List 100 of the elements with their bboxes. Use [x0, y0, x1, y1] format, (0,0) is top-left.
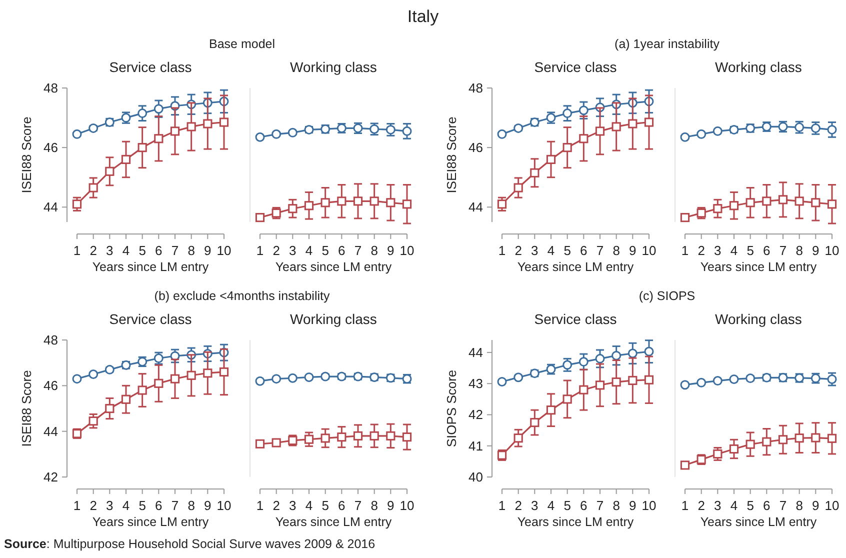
x-tick-label: 9	[204, 498, 212, 513]
point	[794, 434, 804, 443]
point	[304, 372, 314, 382]
x-tick-label: 1	[681, 498, 689, 513]
x-tick-label: 3	[289, 498, 296, 513]
point	[712, 376, 722, 386]
chart-subtitle: (c) SIOPS	[638, 289, 696, 303]
y-tick-label: 42	[44, 470, 58, 484]
point	[578, 106, 588, 116]
point	[105, 166, 114, 176]
x-tick-label: 10	[400, 498, 414, 513]
x-tick-label: 9	[387, 243, 394, 258]
point	[680, 212, 690, 222]
point	[514, 183, 523, 192]
y-tick-label: 42	[468, 407, 483, 422]
x-tick-label: 10	[824, 498, 840, 513]
x-axis-title: Years since LM entry	[92, 515, 210, 529]
point	[203, 368, 212, 378]
y-axis-title: SIOPS Score	[444, 370, 459, 448]
x-tick-label: 10	[642, 243, 656, 258]
point	[762, 196, 772, 206]
point	[612, 377, 621, 387]
y-tick-label: 43	[468, 376, 483, 392]
y-tick-label: 46	[468, 140, 483, 156]
x-tick-label: 1	[73, 243, 81, 258]
point	[762, 437, 772, 446]
chart-title: Working class	[715, 311, 802, 327]
x-tick-label: 8	[370, 243, 378, 258]
point	[288, 204, 298, 214]
x-tick-label: 5	[564, 498, 571, 513]
point	[203, 119, 212, 128]
x-tick-label: 2	[514, 243, 522, 258]
chart-title: Service class	[534, 59, 617, 75]
point	[386, 431, 396, 440]
x-tick-label: 7	[596, 243, 604, 258]
x-tick-label: 2	[90, 498, 97, 513]
text: Italy	[407, 7, 440, 26]
x-tick-label: 3	[106, 243, 114, 258]
x-tick-label: 10	[824, 243, 840, 258]
point	[255, 132, 265, 142]
point	[696, 129, 706, 139]
x-tick-label: 10	[216, 243, 232, 258]
point	[595, 354, 605, 364]
point	[320, 198, 330, 208]
x-tick-label: 6	[338, 498, 346, 513]
point	[72, 200, 82, 209]
x-tick-label: 4	[122, 243, 130, 258]
point	[546, 406, 556, 415]
point	[386, 198, 396, 208]
point	[530, 168, 540, 178]
chart-title: Service class	[109, 311, 192, 327]
x-tick-label: 9	[812, 243, 820, 258]
point	[337, 432, 346, 442]
x-tick-label: 1	[256, 243, 264, 258]
point	[370, 196, 379, 206]
x-axis-title: Years since LM entry	[700, 260, 818, 274]
point	[88, 370, 98, 379]
point	[628, 119, 638, 128]
point	[138, 108, 148, 118]
source-note: Source: Multipurpose Household Social Surve waves 2009 & 2016	[4, 537, 376, 551]
point	[497, 376, 507, 386]
x-tick-label: 9	[629, 498, 636, 513]
x-tick-label: 4	[122, 498, 130, 513]
chart-title: Working class	[290, 311, 377, 327]
x-tick-label: 5	[138, 243, 146, 258]
x-tick-label: 2	[272, 498, 280, 513]
x-tick-label: 5	[564, 243, 571, 258]
x-axis-title: Years since LM entry	[275, 260, 392, 274]
x-tick-label: 6	[763, 243, 770, 258]
point	[729, 374, 739, 384]
x-axis-title: Years since LM entry	[517, 260, 634, 274]
point	[255, 376, 265, 386]
y-tick-label: 46	[44, 378, 58, 394]
x-tick-label: 5	[138, 498, 146, 513]
point	[595, 126, 605, 136]
point	[88, 183, 98, 192]
point	[138, 386, 147, 395]
y-tick-label: 44	[44, 424, 58, 439]
x-tick-label: 7	[354, 498, 362, 513]
point	[219, 118, 229, 127]
point	[272, 129, 282, 139]
x-tick-label: 1	[256, 498, 264, 513]
x-tick-label: 9	[629, 243, 636, 258]
x-tick-label: 6	[155, 498, 162, 513]
x-tick-label: 10	[216, 498, 232, 513]
x-tick-label: 5	[322, 243, 329, 258]
x-tick-label: 1	[498, 243, 506, 258]
point	[628, 376, 638, 386]
point	[154, 134, 164, 144]
x-tick-label: 6	[580, 498, 588, 513]
chart-subtitle: (b) exclude <4months instability	[154, 289, 330, 303]
point	[154, 378, 164, 388]
point	[562, 143, 572, 152]
point	[154, 354, 164, 364]
x-tick-label: 2	[514, 498, 522, 513]
x-tick-label: 4	[547, 498, 555, 513]
point	[712, 126, 722, 136]
chart-subtitle: Base model	[208, 37, 276, 51]
x-tick-label: 8	[796, 243, 803, 258]
x-tick-label: 5	[322, 498, 329, 513]
